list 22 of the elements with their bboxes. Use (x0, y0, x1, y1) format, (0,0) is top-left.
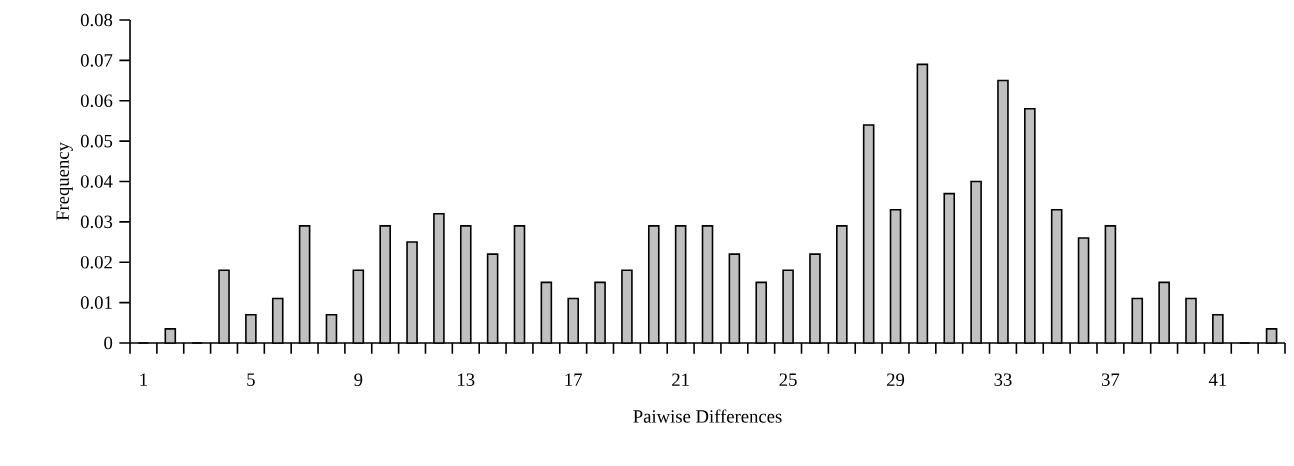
y-tick-label: 0.07 (80, 54, 113, 67)
x-tick-label: 37 (1101, 373, 1120, 387)
x-tick-label: 21 (672, 373, 689, 386)
x-tick-label: 33 (994, 373, 1012, 387)
y-axis-title: Frequency (56, 142, 73, 221)
x-tick-label: 13 (458, 373, 475, 387)
y-tick-label: 0.02 (80, 255, 112, 269)
x-tick-label: 5 (247, 373, 255, 386)
x-tick-label: 29 (887, 373, 905, 387)
x-tick-label: 17 (565, 373, 583, 386)
x-tick-label: 9 (354, 373, 363, 387)
y-tick-label: 0.03 (80, 215, 113, 229)
x-tick-label: 25 (779, 373, 797, 387)
y-tick-label: 0 (104, 336, 113, 350)
y-tick-label: 0.01 (80, 296, 112, 309)
x-tick-label: 1 (140, 373, 147, 386)
y-tick-label: 0.08 (80, 13, 113, 27)
x-axis-title: Paiwise Differences (633, 409, 782, 423)
y-tick-label: 0.05 (80, 134, 113, 148)
x-tick-label: 41 (1208, 373, 1227, 386)
y-tick-label: 0.04 (80, 175, 113, 188)
y-tick-label: 0.06 (80, 94, 113, 108)
